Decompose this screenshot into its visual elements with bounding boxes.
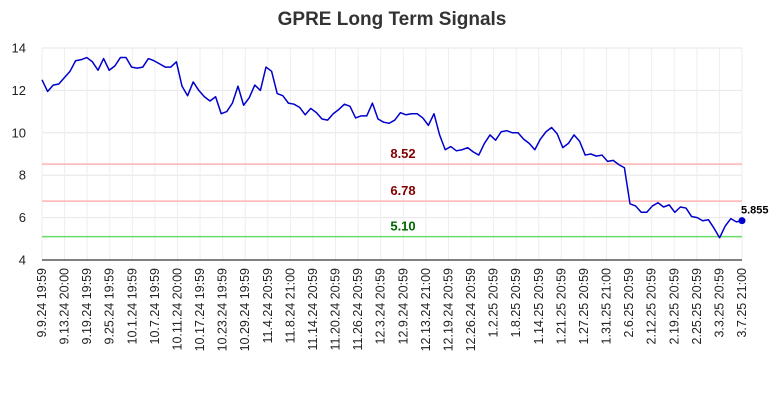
x-tick-label: 2.12.25 20:59 — [645, 268, 659, 345]
x-tick-label: 12.13.24 21:00 — [419, 268, 433, 351]
price-line — [41, 56, 743, 239]
grid — [41, 47, 743, 261]
y-tick-label: 4 — [19, 253, 26, 268]
y-tick-label: 14 — [12, 41, 26, 56]
x-tick-label: 11.14.24 20:59 — [306, 268, 320, 351]
y-tick-label: 10 — [12, 125, 26, 140]
x-tick-label: 10.29.24 19:59 — [238, 268, 252, 351]
x-tick-label: 9.9.24 19:59 — [35, 268, 49, 338]
x-axis: 9.9.24 19:59 9.13.24 20:00 9.19.24 19:59 9.… — [35, 259, 749, 351]
x-tick-label: 11.4.24 20:59 — [261, 268, 275, 344]
x-tick-label: 1.27.25 20:59 — [577, 268, 591, 345]
y-tick-label: 12 — [12, 83, 26, 98]
x-tick-label: 1.31.25 21:00 — [600, 268, 614, 345]
x-tick-label: 1.21.25 20:59 — [554, 268, 568, 345]
x-tick-label: 1.8.25 20:59 — [509, 268, 523, 338]
x-tick-label: 10.17.24 19:59 — [193, 268, 207, 351]
x-tick-label: 9.19.24 19:59 — [80, 268, 94, 345]
x-tick-label: 2.19.25 20:59 — [667, 268, 681, 345]
y-tick-label: 6 — [19, 210, 26, 225]
level-label: 6.78 — [390, 183, 415, 198]
x-tick-label: 3.3.25 20:59 — [712, 268, 726, 338]
x-tick-label: 11.8.24 21:00 — [283, 268, 297, 344]
x-tick-label: 9.13.24 20:00 — [58, 268, 72, 345]
x-tick-label: 2.25.25 20:59 — [690, 268, 704, 345]
x-tick-label: 12.19.24 20:59 — [441, 268, 455, 351]
level-label: 8.52 — [390, 146, 415, 161]
x-tick-label: 12.3.24 20:59 — [374, 268, 388, 345]
x-tick-label: 12.9.24 20:59 — [396, 268, 410, 345]
x-tick-label: 12.26.24 20:59 — [464, 268, 478, 351]
x-tick-label: 2.6.25 20:59 — [622, 268, 636, 338]
x-tick-label: 1.14.25 20:59 — [532, 268, 546, 345]
signal-levels: 8.52 6.78 5.10 — [42, 146, 742, 238]
level-label: 5.10 — [390, 219, 415, 234]
y-tick-label: 8 — [19, 168, 26, 183]
last-value-label: 5.855 — [741, 205, 769, 217]
price-series: 5.855 — [41, 56, 769, 239]
x-tick-label: 3.7.25 21:00 — [735, 268, 749, 338]
x-tick-label: 11.20.24 20:59 — [329, 268, 343, 351]
x-tick-label: 10.23.24 19:59 — [216, 268, 230, 351]
x-tick-label: 1.2.25 20:59 — [487, 268, 501, 338]
x-tick-label: 10.1.24 19:59 — [125, 268, 139, 345]
x-tick-label: 10.11.24 20:00 — [170, 268, 184, 351]
x-tick-label: 9.25.24 19:59 — [103, 268, 117, 345]
y-axis: 4 6 8 10 12 14 — [12, 41, 26, 268]
x-tick-label: 10.7.24 19:59 — [148, 268, 162, 345]
chart-title: GPRE Long Term Signals — [278, 9, 507, 30]
last-point-marker — [738, 217, 746, 225]
x-tick-label: 11.26.24 20:59 — [351, 268, 365, 351]
